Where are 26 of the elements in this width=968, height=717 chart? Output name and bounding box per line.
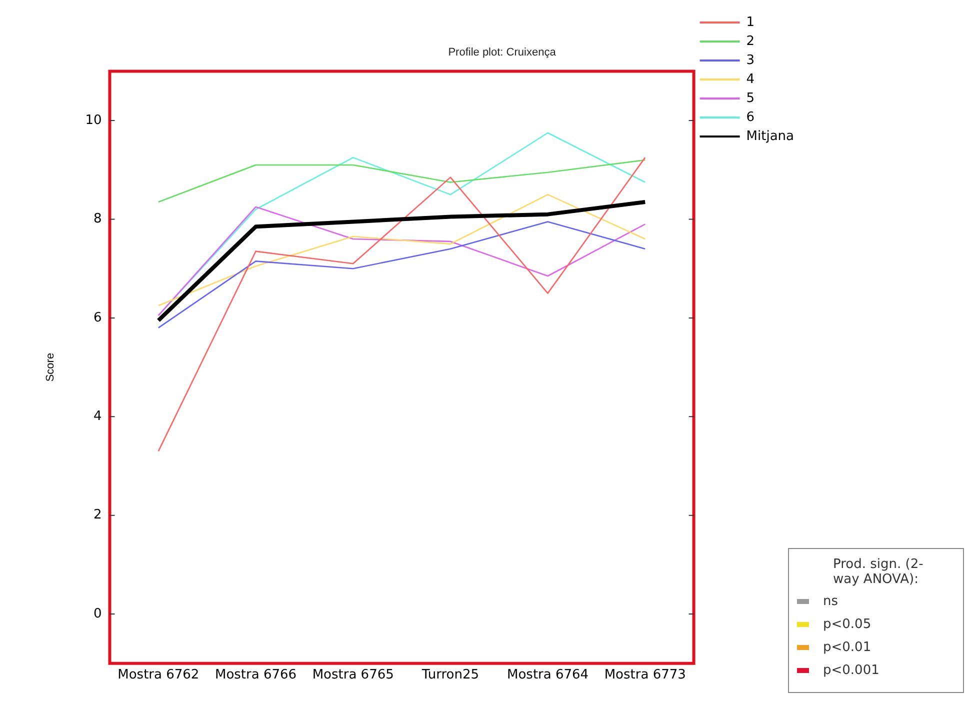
legend-label: 2	[746, 34, 755, 49]
legend-label: 5	[746, 90, 755, 106]
legend-label: 4	[746, 72, 755, 87]
text: p<0.01	[823, 640, 872, 655]
y-tick-label: 6	[93, 310, 102, 326]
text: p<0.001	[823, 663, 880, 678]
legend-label: 1	[746, 14, 755, 30]
x-tick-label: Mostra 6773	[604, 668, 686, 683]
text: p<0.05	[823, 617, 872, 632]
legend-label: 6	[746, 110, 755, 125]
x-tick-label: Mostra 6764	[506, 668, 589, 683]
x-tick-label: Mostra 6766	[214, 668, 297, 683]
chart-title: Profile plot: Cruixença	[448, 46, 557, 59]
text: Prod. sign. (2-way ANOVA):	[832, 557, 924, 587]
text: ns	[823, 594, 838, 609]
x-tick-label: Turron25	[420, 668, 479, 683]
y-tick-label: 10	[85, 112, 102, 128]
y-tick-label: 2	[93, 508, 102, 523]
y-tick-label: 4	[93, 409, 102, 424]
y-tick-label: 0	[93, 606, 102, 622]
x-tick-label: Mostra 6762	[118, 668, 200, 683]
y-tick-label: 8	[93, 212, 102, 227]
legend-label: Mitjana	[746, 128, 794, 144]
y-axis-title: Score	[44, 352, 57, 382]
legend-label: 3	[746, 52, 755, 68]
x-tick-label: Mostra 6765	[312, 668, 394, 683]
